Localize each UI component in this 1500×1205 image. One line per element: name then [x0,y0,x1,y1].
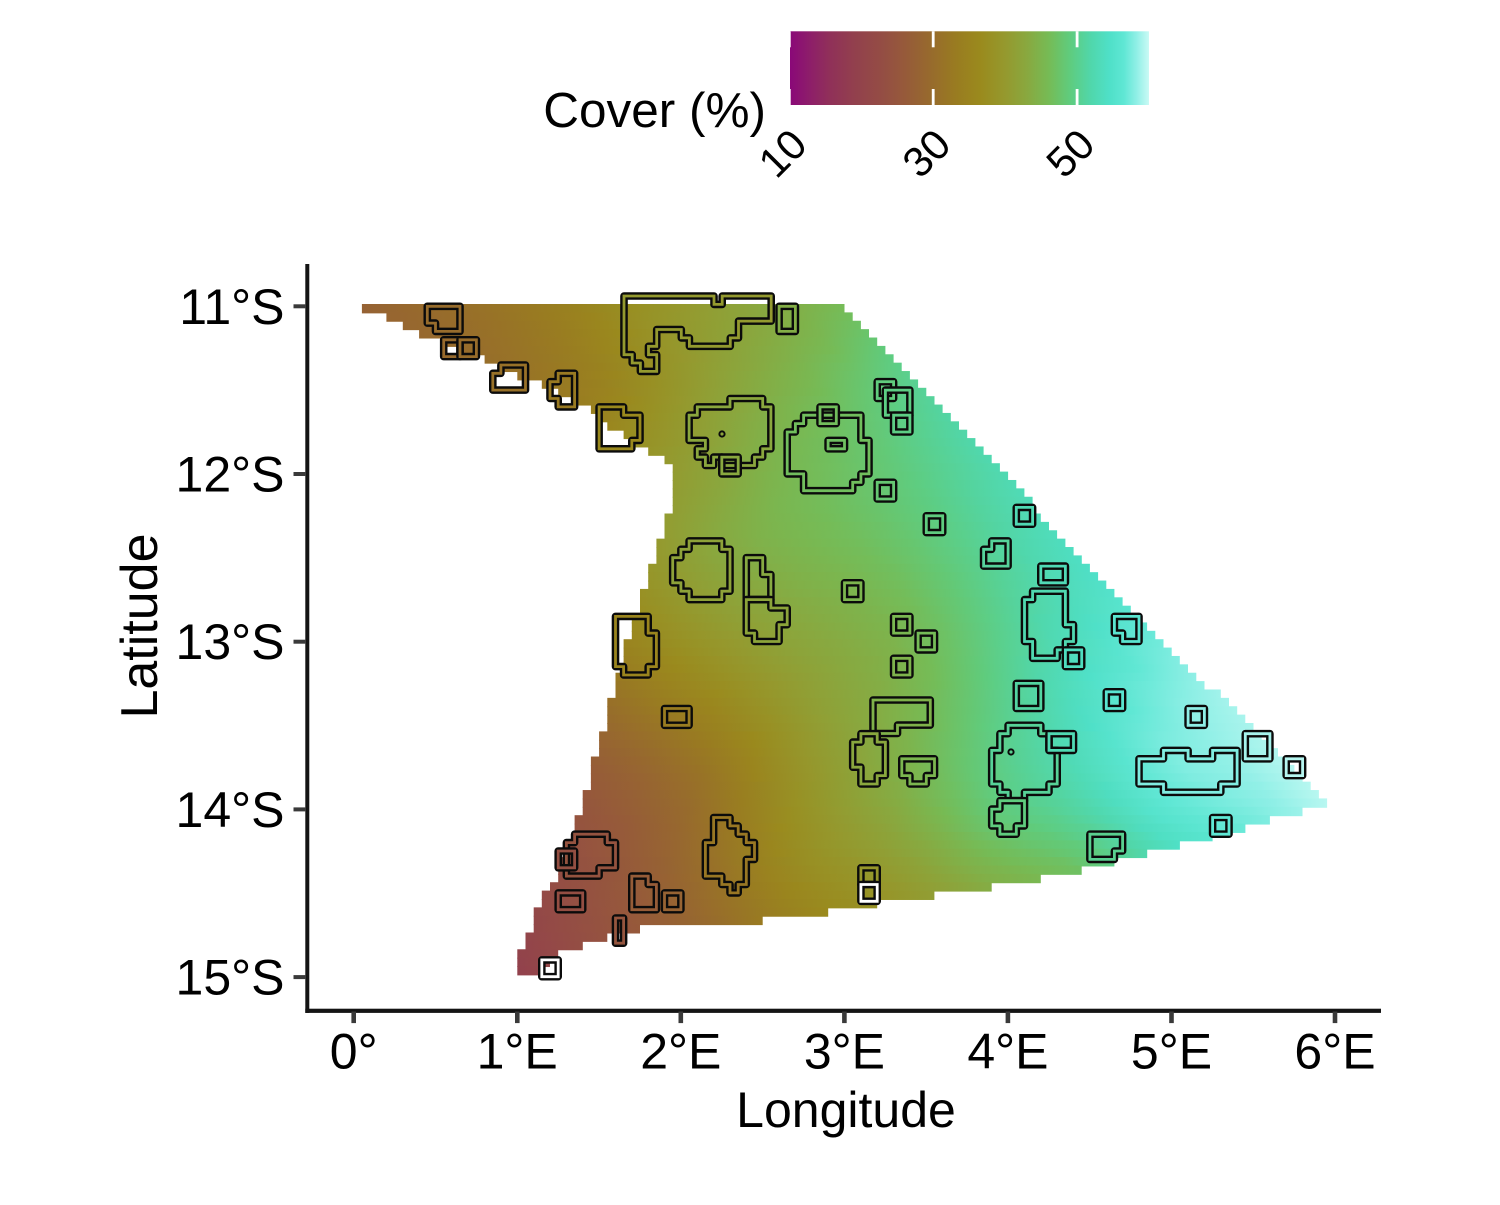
svg-text:5°E: 5°E [1131,1023,1212,1079]
svg-text:Latitude: Latitude [111,533,169,718]
svg-text:1°E: 1°E [477,1023,558,1079]
svg-text:Cover (%): Cover (%) [543,83,766,138]
svg-text:0°: 0° [330,1023,378,1079]
svg-text:3°E: 3°E [804,1023,885,1079]
svg-text:14°S: 14°S [176,782,285,838]
svg-text:4°E: 4°E [967,1023,1048,1079]
svg-text:13°S: 13°S [176,614,285,670]
svg-text:2°E: 2°E [640,1023,721,1079]
svg-text:6°E: 6°E [1294,1023,1375,1079]
svg-text:12°S: 12°S [176,447,285,503]
svg-text:15°S: 15°S [176,950,285,1006]
svg-text:Longitude: Longitude [736,1082,956,1138]
svg-text:11°S: 11°S [179,279,284,335]
